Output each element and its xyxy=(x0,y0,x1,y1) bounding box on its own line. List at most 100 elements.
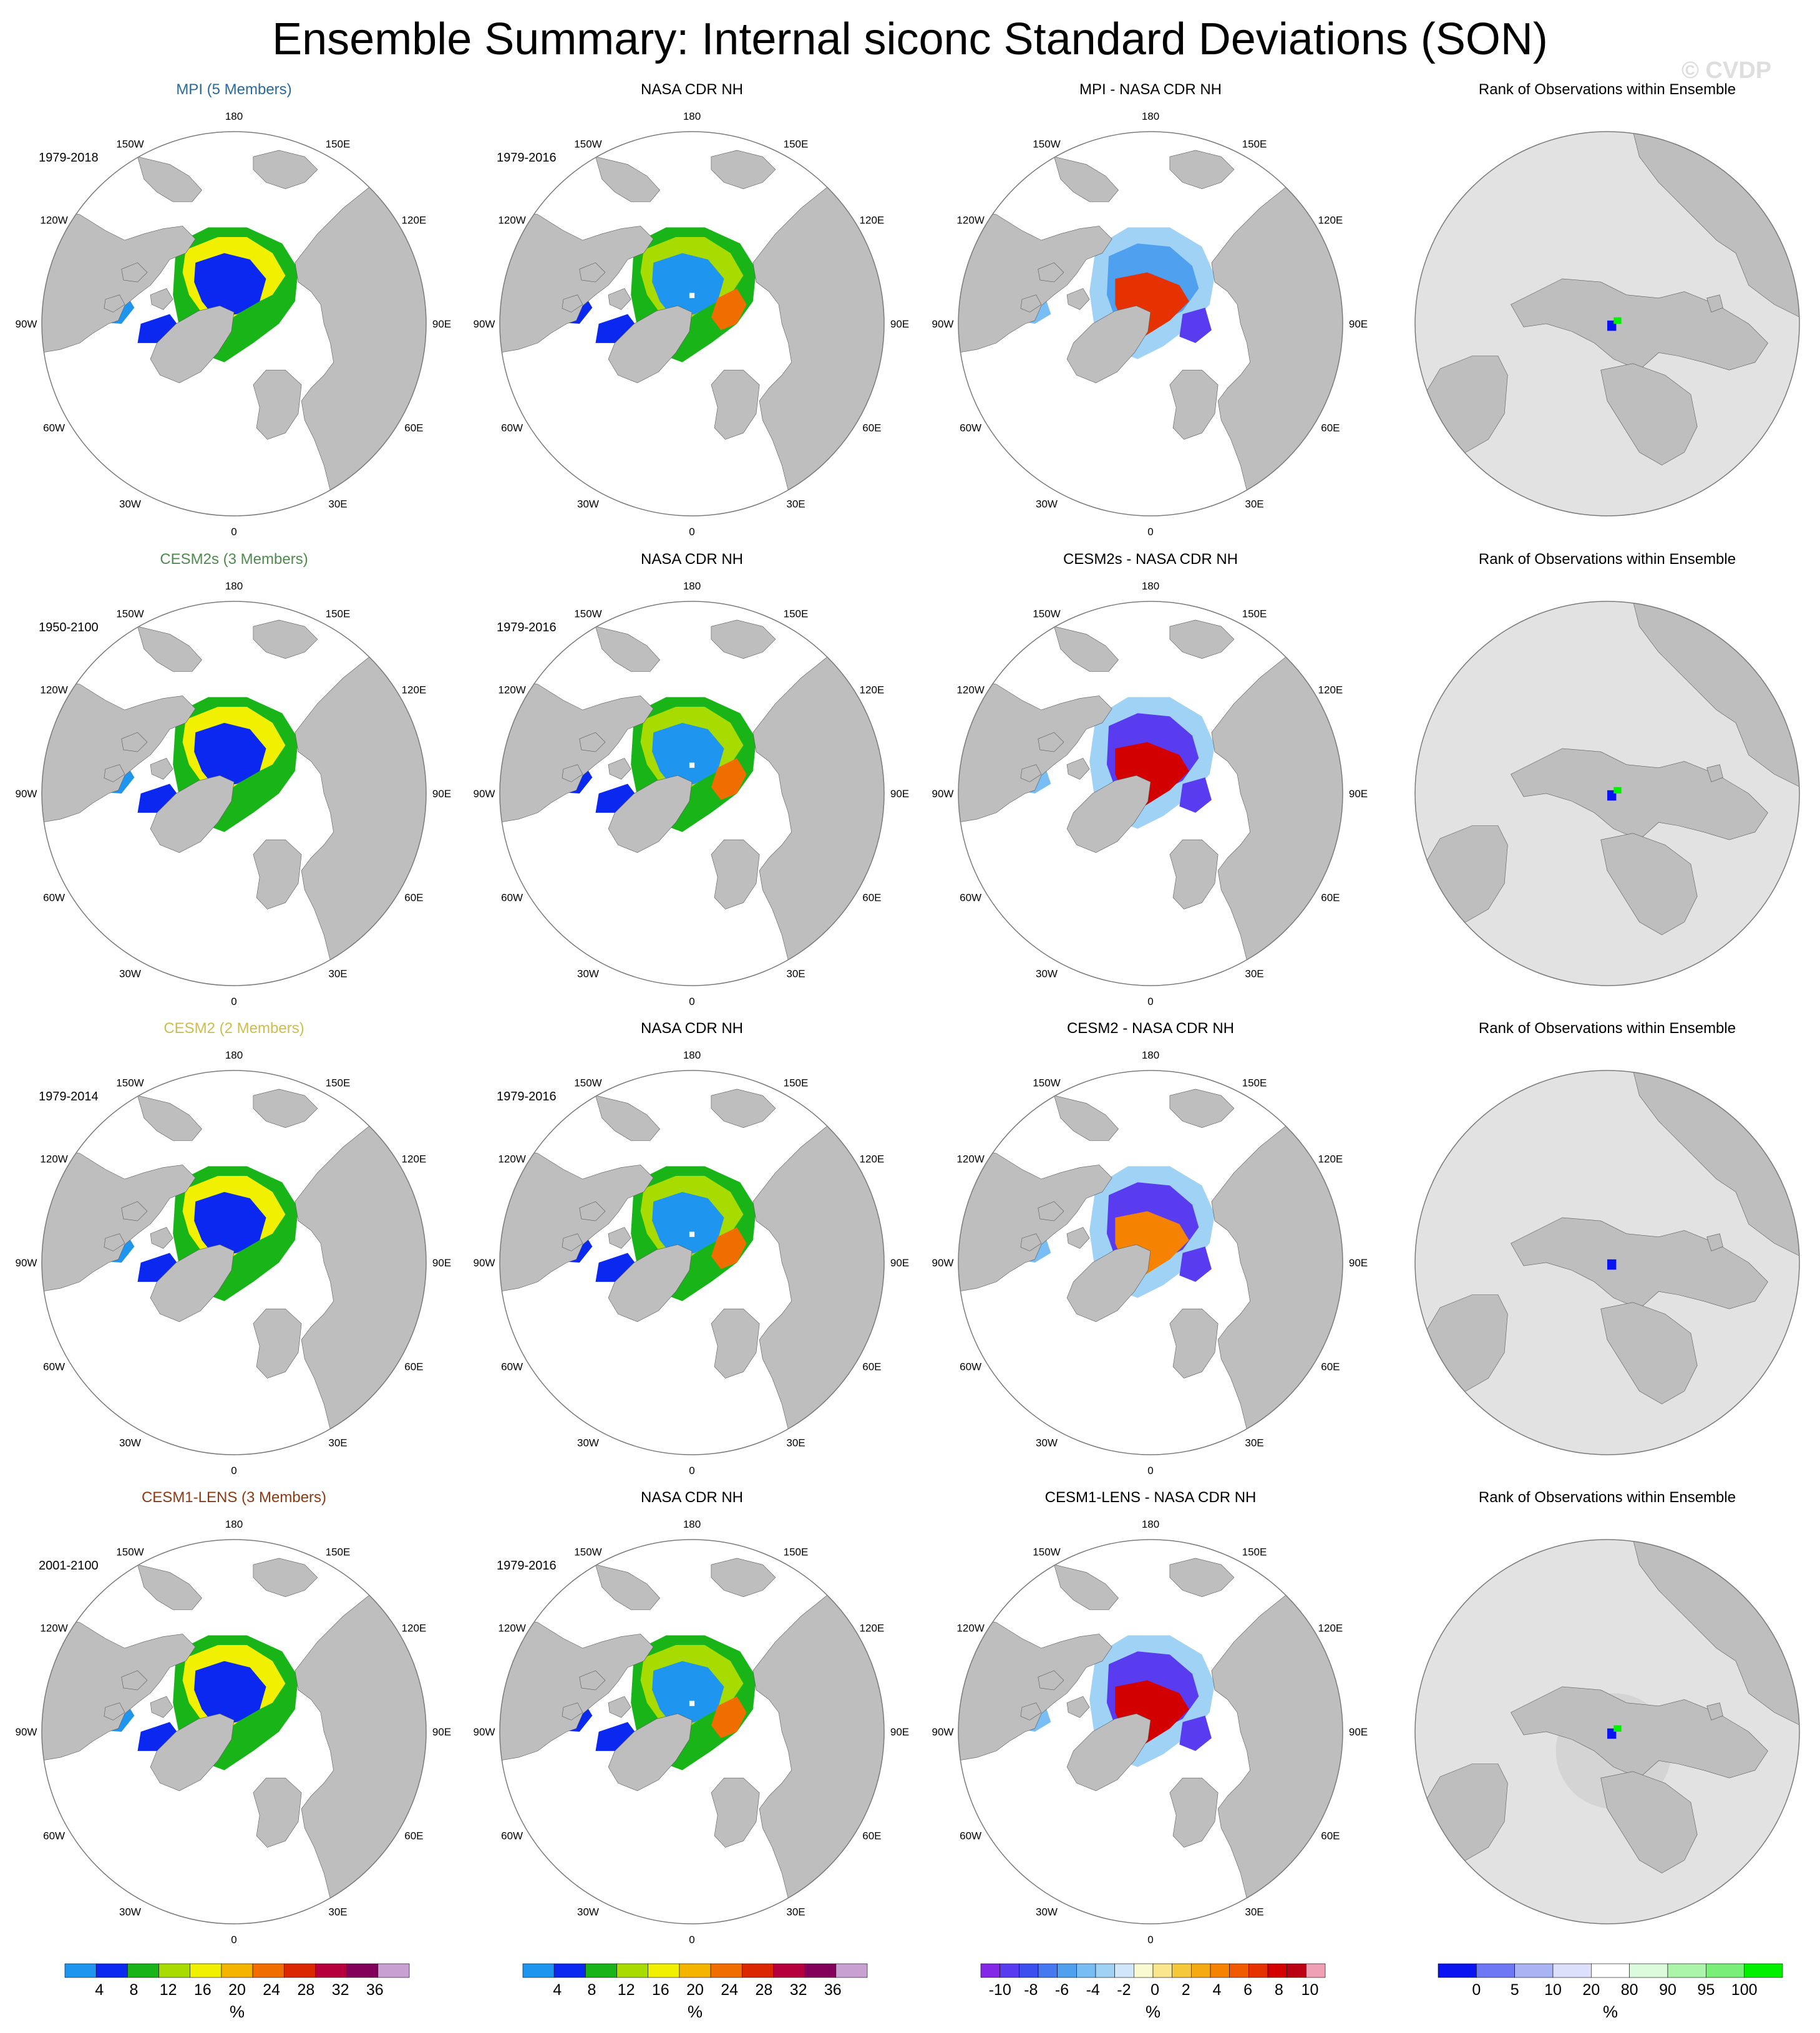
lon-label: 150W xyxy=(1033,138,1060,150)
lon-label: 60W xyxy=(501,892,523,904)
colorbar-tick-label: 100 xyxy=(1731,1981,1758,1999)
lon-label: 30W xyxy=(1036,1437,1058,1448)
colorbar-tick-label: 20 xyxy=(1582,1981,1600,1999)
lon-label: 60E xyxy=(404,892,423,904)
colorbar-tick-label: 4 xyxy=(95,1981,104,1999)
colorbar-swatch xyxy=(1095,1963,1115,1978)
colorbar-tick-label: 8 xyxy=(129,1981,138,1999)
colorbar: 4 8 12 16 20 24 28 32 36 xyxy=(64,1963,410,1999)
period-label: 2001-2100 xyxy=(39,1559,99,1573)
colorbar-tick-label: -10 xyxy=(989,1981,1011,1999)
lon-label: 120W xyxy=(40,1623,67,1634)
lon-label: 150E xyxy=(1242,608,1267,620)
lon-label: 120W xyxy=(956,1153,984,1165)
lon-label: 60W xyxy=(43,892,65,904)
map-boundary xyxy=(499,131,885,517)
panel-title-diff: CESM1-LENS - NASA CDR NH xyxy=(1044,1489,1257,1506)
lon-label: 90W xyxy=(932,318,954,330)
lon-label: 90W xyxy=(474,318,495,330)
lon-label: 60E xyxy=(862,1361,881,1373)
lon-label: 90E xyxy=(432,318,451,330)
colorbar-tick-label: 24 xyxy=(263,1981,280,1999)
lon-label: 60E xyxy=(1321,1830,1340,1842)
lon-label: 180 xyxy=(1142,1518,1159,1530)
lon-label: 0 xyxy=(689,1934,694,1946)
ice-region-core xyxy=(194,722,266,787)
lon-label: 60E xyxy=(862,892,881,904)
pole-hole xyxy=(689,293,695,298)
lon-label: 120E xyxy=(402,215,427,226)
colorbar-tick-label: 0 xyxy=(1472,1981,1481,1999)
lon-label: 90W xyxy=(474,788,495,800)
lon-label: 0 xyxy=(1147,1934,1153,1946)
colorbar-tick-label: 80 xyxy=(1621,1981,1638,1999)
colorbar-swatch xyxy=(1287,1963,1307,1978)
colorbar-swatch xyxy=(1038,1963,1058,1978)
lon-label: 0 xyxy=(689,526,694,538)
lon-label: 30E xyxy=(786,1906,805,1918)
lon-label: 60E xyxy=(1321,892,1340,904)
lon-label: 60W xyxy=(960,422,981,434)
map-boundary xyxy=(958,131,1343,517)
baffin-ice xyxy=(137,784,180,813)
lon-label: 60W xyxy=(960,1361,981,1373)
map-boundary xyxy=(41,601,427,986)
colorbar-tick-label: 32 xyxy=(790,1981,807,1999)
map-boundary xyxy=(41,1070,427,1455)
colorbar-swatch xyxy=(346,1963,379,1978)
colorbar-swatch xyxy=(1172,1963,1192,1978)
colorbar-swatch xyxy=(1438,1963,1477,1978)
panel-title-rank: Rank of Observations within Ensemble xyxy=(1478,1020,1736,1037)
panel-title-rank: Rank of Observations within Ensemble xyxy=(1478,551,1736,568)
colorbar-swatch xyxy=(315,1963,347,1978)
ice-region-core xyxy=(194,253,266,318)
lon-label: 150W xyxy=(574,608,601,620)
panel-title-diff: MPI - NASA CDR NH xyxy=(1079,81,1222,98)
period-label: 1979-2016 xyxy=(497,1090,557,1104)
colorbar-swatch xyxy=(773,1963,805,1978)
lon-label: 180 xyxy=(683,1049,701,1061)
lon-label: 150W xyxy=(1033,608,1060,620)
rank-map xyxy=(1414,601,1800,986)
colorbar-tick-label: 10 xyxy=(1544,1981,1562,1999)
lon-label: 30E xyxy=(328,1906,347,1918)
lon-label: 30W xyxy=(577,498,599,510)
colorbar-swatch xyxy=(377,1963,410,1978)
polar-stereographic-map: 180 150E 120E 90E 60E 30E 0 30W 60W 90W 120W 150W xyxy=(16,1049,452,1477)
map-boundary xyxy=(1414,1070,1800,1455)
period-label: 1979-2016 xyxy=(497,151,557,165)
lon-label: 60W xyxy=(501,422,523,434)
colorbar-swatch xyxy=(158,1963,191,1978)
lon-label: 30W xyxy=(119,1906,141,1918)
figure-title: Ensemble Summary: Internal siconc Standa… xyxy=(272,14,1548,64)
lon-label: 30E xyxy=(328,1437,347,1448)
colorbar-swatch xyxy=(835,1963,868,1978)
colorbar-swatch xyxy=(980,1963,1000,1978)
colorbar-swatch xyxy=(679,1963,711,1978)
lon-label: 90E xyxy=(432,1726,451,1738)
colorbar: -10 -8 -6 -4 -2 0 2 4 6 8 10 xyxy=(980,1963,1326,1999)
lon-label: 150E xyxy=(784,138,809,150)
lon-label: 30W xyxy=(577,1437,599,1448)
baffin-ice xyxy=(595,784,638,813)
lon-label: 90E xyxy=(890,788,909,800)
colorbar-unit: % xyxy=(687,2002,703,2021)
colorbar-swatch xyxy=(1076,1963,1096,1978)
colorbar-swatch xyxy=(221,1963,253,1978)
panel-title-rank: Rank of Observations within Ensemble xyxy=(1478,1489,1736,1506)
lon-label: 90W xyxy=(16,788,37,800)
colorbar-swatch xyxy=(804,1963,837,1978)
lon-label: 120W xyxy=(498,1623,525,1634)
ice-region-core xyxy=(194,1661,266,1725)
lon-label: 150W xyxy=(574,138,601,150)
lon-label: 90W xyxy=(932,1726,954,1738)
lon-label: 60W xyxy=(960,892,981,904)
lon-label: 0 xyxy=(689,1465,694,1477)
lon-label: 90E xyxy=(1349,1726,1368,1738)
lon-label: 150W xyxy=(1033,1546,1060,1558)
lon-label: 150E xyxy=(1242,1546,1267,1558)
panel-title-diff: CESM2 - NASA CDR NH xyxy=(1066,1020,1235,1037)
colorbar-tick-label: 5 xyxy=(1511,1981,1519,1999)
lon-label: 120E xyxy=(1318,215,1343,226)
ice-region-hotspot xyxy=(711,1696,747,1739)
